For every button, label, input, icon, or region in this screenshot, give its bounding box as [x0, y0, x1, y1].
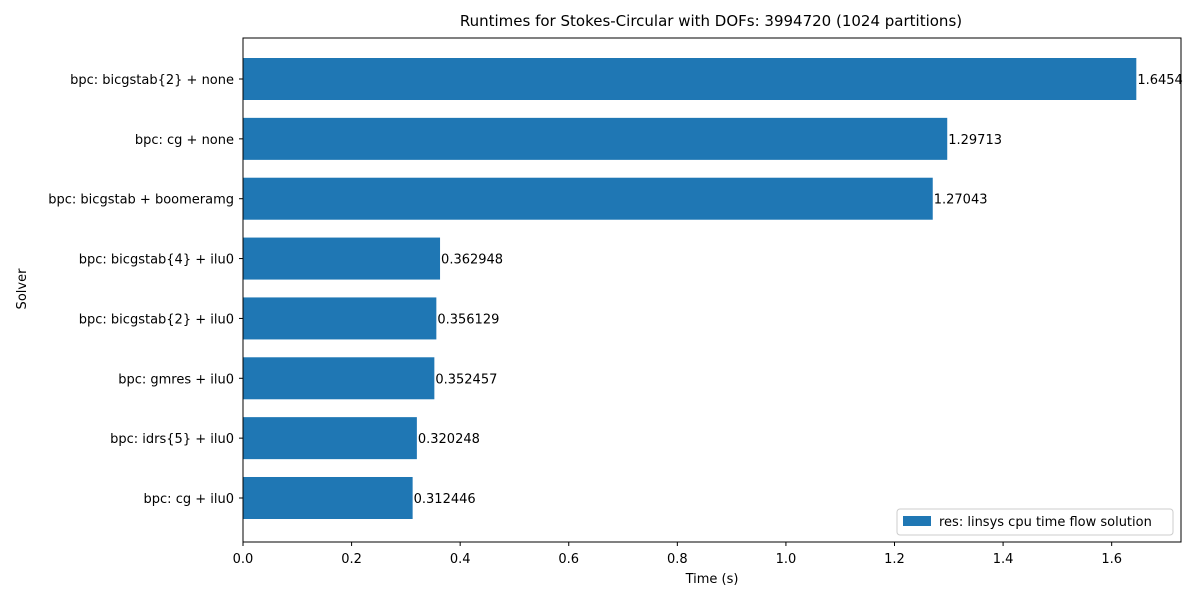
x-tick-label: 1.6 [1101, 552, 1122, 567]
x-tick-label: 1.0 [776, 552, 797, 567]
y-axis-label: Solver [15, 268, 30, 310]
x-tick-label: 1.4 [993, 552, 1014, 567]
x-tick-label: 0.8 [667, 552, 688, 567]
y-tick-label: bpc: bicgstab{4} + ilu0 [79, 253, 234, 268]
bar-value-label: 0.352457 [435, 372, 497, 387]
bar-value-label: 0.320248 [418, 432, 480, 447]
x-tick-label: 0.4 [450, 552, 471, 567]
x-tick-label: 0.0 [233, 552, 254, 567]
legend-swatch [903, 516, 931, 526]
x-tick-label: 0.2 [341, 552, 362, 567]
y-tick-label: bpc: cg + none [135, 133, 234, 148]
chart-title: Runtimes for Stokes-Circular with DOFs: … [460, 12, 962, 30]
bar-value-label: 0.356129 [437, 312, 499, 327]
bar [243, 177, 933, 220]
x-tick-label: 1.2 [884, 552, 905, 567]
x-axis-label: Time (s) [685, 572, 739, 587]
y-tick-label: bpc: bicgstab + boomeramg [48, 193, 234, 208]
bars-layer: 1.6454 1.29713 1.27043 0.362948 0.356129 0.35… [243, 58, 1183, 519]
bar [243, 237, 441, 280]
bar [243, 117, 948, 160]
bar-value-label: 0.312446 [414, 492, 476, 507]
legend-frame [896, 508, 1174, 536]
y-tick-label: bpc: idrs{5} + ilu0 [110, 432, 234, 447]
bar [243, 417, 417, 460]
bar-value-label: 0.362948 [441, 253, 503, 268]
bar-value-label: 1.6454 [1137, 73, 1183, 88]
legend-label: res: linsys cpu time flow solution [939, 515, 1152, 530]
y-tick-label: bpc: cg + ilu0 [144, 492, 234, 507]
legend: res: linsys cpu time flow solution [896, 508, 1174, 536]
axes-layer: bpc: bicgstab{2} + none bpc: cg + none bpc… [48, 37, 1182, 567]
y-tick-label: bpc: bicgstab{2} + none [70, 73, 234, 88]
bar-value-label: 1.29713 [948, 133, 1002, 148]
bar [243, 58, 1137, 100]
bar [243, 297, 437, 340]
y-tick-label: bpc: bicgstab{2} + ilu0 [79, 312, 234, 327]
bar-value-label: 1.27043 [934, 193, 988, 208]
bar [243, 357, 435, 400]
y-tick-label: bpc: gmres + ilu0 [118, 372, 234, 387]
bar [243, 476, 413, 519]
plot-frame [242, 37, 1182, 543]
x-tick-label: 0.6 [558, 552, 579, 567]
